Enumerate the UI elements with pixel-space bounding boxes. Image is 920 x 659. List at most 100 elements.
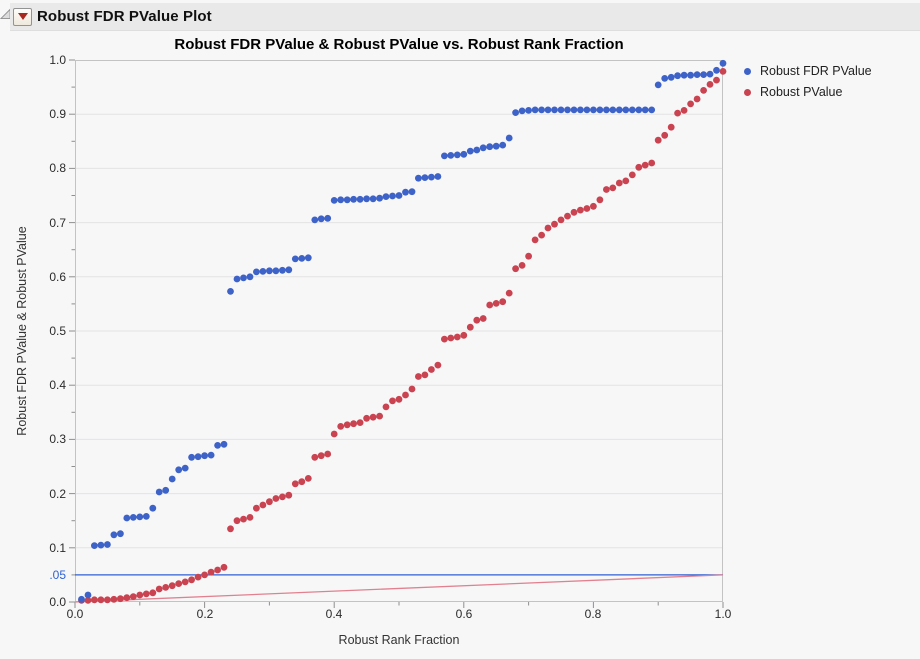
data-point[interactable] bbox=[590, 106, 597, 114]
data-point[interactable] bbox=[557, 216, 565, 224]
data-point[interactable] bbox=[460, 331, 468, 339]
data-point[interactable] bbox=[428, 366, 435, 373]
data-point[interactable] bbox=[317, 215, 325, 223]
data-point[interactable] bbox=[317, 452, 325, 460]
data-point[interactable] bbox=[635, 163, 643, 171]
data-point[interactable] bbox=[687, 71, 694, 79]
data-point[interactable] bbox=[693, 71, 701, 78]
data-point[interactable] bbox=[395, 395, 403, 403]
data-point[interactable] bbox=[719, 68, 727, 75]
data-point[interactable] bbox=[551, 220, 558, 228]
data-point[interactable] bbox=[285, 491, 293, 499]
data-point[interactable] bbox=[246, 273, 254, 281]
data-point[interactable] bbox=[175, 580, 183, 587]
data-point[interactable] bbox=[544, 224, 552, 232]
data-point[interactable] bbox=[654, 81, 662, 89]
data-point[interactable] bbox=[499, 298, 507, 306]
data-point[interactable] bbox=[667, 73, 675, 81]
data-point[interactable] bbox=[479, 315, 487, 322]
data-point[interactable] bbox=[453, 151, 461, 159]
scatter-plot[interactable] bbox=[69, 59, 727, 608]
data-point[interactable] bbox=[609, 184, 617, 192]
data-point[interactable] bbox=[473, 316, 481, 324]
data-point[interactable] bbox=[603, 186, 610, 193]
data-point[interactable] bbox=[97, 541, 105, 549]
data-point[interactable] bbox=[389, 192, 396, 200]
data-point[interactable] bbox=[123, 594, 131, 602]
data-point[interactable] bbox=[538, 231, 545, 239]
data-point[interactable] bbox=[84, 591, 92, 599]
data-point[interactable] bbox=[324, 214, 332, 222]
data-point[interactable] bbox=[298, 478, 306, 486]
data-point[interactable] bbox=[110, 595, 118, 603]
data-point[interactable] bbox=[635, 106, 643, 114]
data-point[interactable] bbox=[499, 141, 507, 149]
data-point[interactable] bbox=[311, 453, 319, 461]
data-point[interactable] bbox=[272, 267, 280, 275]
data-point[interactable] bbox=[162, 584, 170, 591]
data-point[interactable] bbox=[194, 573, 202, 581]
data-point[interactable] bbox=[570, 106, 578, 114]
data-point[interactable] bbox=[291, 480, 299, 488]
data-point[interactable] bbox=[343, 421, 351, 429]
data-point[interactable] bbox=[583, 205, 591, 212]
data-point[interactable] bbox=[291, 255, 299, 263]
data-point[interactable] bbox=[544, 106, 552, 114]
data-point[interactable] bbox=[512, 109, 519, 116]
data-point[interactable] bbox=[447, 334, 455, 342]
data-point[interactable] bbox=[434, 173, 442, 180]
data-point[interactable] bbox=[674, 109, 681, 117]
data-point[interactable] bbox=[337, 196, 345, 204]
data-point[interactable] bbox=[376, 194, 383, 202]
data-point[interactable] bbox=[687, 100, 694, 108]
data-point[interactable] bbox=[304, 475, 312, 482]
data-point[interactable] bbox=[570, 208, 578, 216]
data-point[interactable] bbox=[615, 106, 623, 114]
data-point[interactable] bbox=[706, 81, 714, 88]
data-point[interactable] bbox=[428, 173, 435, 181]
legend-item-pvalue[interactable]: Robust PValue bbox=[744, 85, 872, 99]
data-point[interactable] bbox=[518, 262, 526, 269]
data-point[interactable] bbox=[525, 252, 532, 260]
data-point[interactable] bbox=[259, 501, 267, 509]
data-point[interactable] bbox=[149, 504, 157, 512]
data-point[interactable] bbox=[330, 197, 338, 204]
data-point[interactable] bbox=[136, 513, 144, 521]
data-point[interactable] bbox=[350, 195, 357, 203]
data-point[interactable] bbox=[253, 268, 260, 276]
red-triangle-menu-button[interactable] bbox=[13, 7, 32, 26]
data-point[interactable] bbox=[680, 107, 688, 114]
data-point[interactable] bbox=[363, 195, 370, 203]
data-point[interactable] bbox=[680, 71, 688, 79]
data-point[interactable] bbox=[78, 595, 85, 603]
data-point[interactable] bbox=[700, 87, 707, 94]
data-point[interactable] bbox=[661, 131, 669, 139]
data-point[interactable] bbox=[492, 300, 500, 307]
data-point[interactable] bbox=[531, 236, 539, 244]
data-point[interactable] bbox=[201, 571, 208, 579]
data-point[interactable] bbox=[479, 144, 487, 152]
data-point[interactable] bbox=[408, 385, 416, 393]
data-point[interactable] bbox=[155, 585, 163, 593]
data-point[interactable] bbox=[117, 530, 124, 538]
data-point[interactable] bbox=[129, 514, 137, 521]
data-point[interactable] bbox=[259, 268, 267, 275]
data-point[interactable] bbox=[330, 430, 338, 438]
data-point[interactable] bbox=[674, 72, 681, 80]
data-point[interactable] bbox=[583, 106, 591, 114]
data-point[interactable] bbox=[531, 106, 539, 114]
data-point[interactable] bbox=[486, 301, 494, 309]
data-point[interactable] bbox=[356, 195, 364, 203]
data-point[interactable] bbox=[706, 70, 714, 78]
data-point[interactable] bbox=[421, 371, 429, 379]
data-point[interactable] bbox=[518, 107, 526, 115]
data-point[interactable] bbox=[460, 150, 468, 158]
data-point[interactable] bbox=[408, 188, 416, 196]
data-point[interactable] bbox=[466, 323, 474, 331]
data-point[interactable] bbox=[596, 196, 604, 204]
data-point[interactable] bbox=[104, 596, 111, 604]
data-point[interactable] bbox=[492, 142, 500, 150]
data-point[interactable] bbox=[447, 152, 455, 159]
data-point[interactable] bbox=[369, 413, 377, 421]
data-point[interactable] bbox=[415, 373, 422, 380]
